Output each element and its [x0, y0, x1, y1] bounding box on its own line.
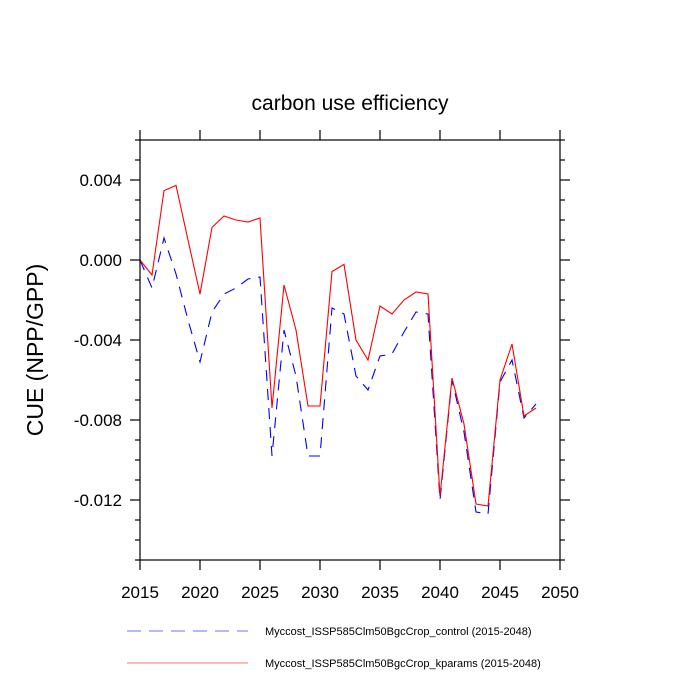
- x-tick-label: 2045: [481, 583, 519, 602]
- legend: Myccost_ISSP585Clm50BgcCrop_control (201…: [127, 626, 541, 670]
- x-tick-label: 2035: [361, 583, 399, 602]
- legend-label: Myccost_ISSP585Clm50BgcCrop_control (201…: [265, 626, 532, 638]
- y-tick-label: -0.004: [74, 331, 122, 350]
- series-line-control: [139, 236, 537, 515]
- x-tick-label: 2040: [421, 583, 459, 602]
- legend-label: Myccost_ISSP585Clm50BgcCrop_kparams (201…: [265, 658, 541, 670]
- chart-title: carbon use efficiency: [252, 92, 449, 115]
- plot-frame: [139, 139, 561, 561]
- x-tick-label: 2030: [301, 583, 339, 602]
- y-tick-label: -0.012: [74, 491, 122, 510]
- x-tick-label: 2015: [121, 583, 159, 602]
- x-tick-label: 2025: [241, 583, 279, 602]
- series-line-kparams: [139, 184, 537, 507]
- x-tick-label: 2020: [181, 583, 219, 602]
- y-tick-label: 0.004: [79, 171, 122, 190]
- y-axis-label: CUE (NPP/GPP): [22, 264, 48, 437]
- y-tick-label: -0.008: [74, 411, 122, 430]
- x-tick-label: 2050: [541, 583, 579, 602]
- y-tick-label: 0.000: [79, 251, 122, 270]
